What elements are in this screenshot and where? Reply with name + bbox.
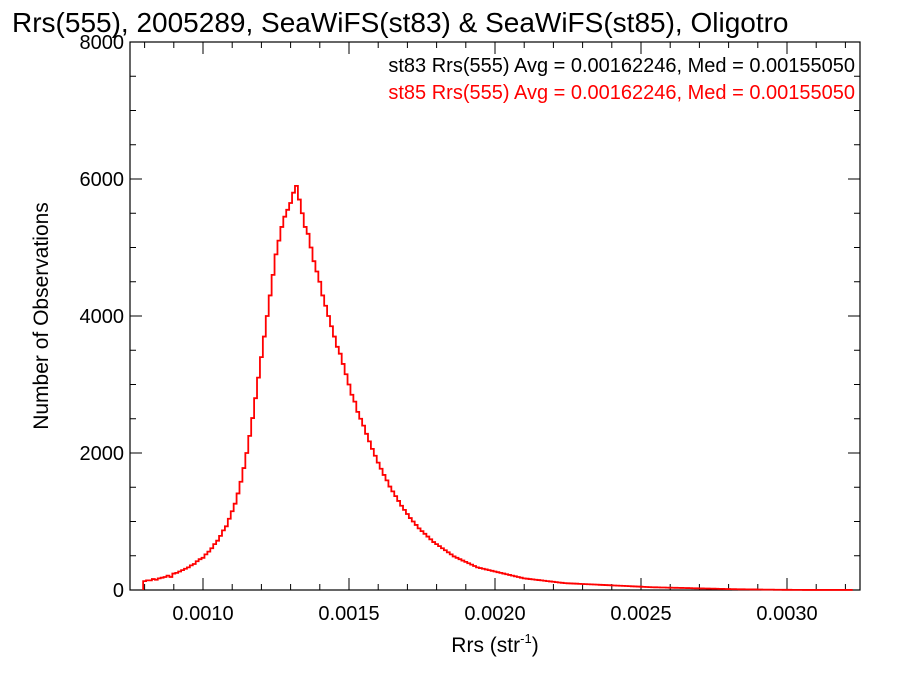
y-tick-label: 0 [113,580,124,602]
x-tick-label: 0.0025 [610,603,671,625]
x-tick-label: 0.0030 [756,603,817,625]
y-axis-label: Number of Observations [30,202,53,430]
x-tick-label: 0.0020 [464,603,525,625]
y-tick-label: 6000 [80,169,125,191]
x-axis-label-superscript: -1 [520,631,532,646]
axis-ticks: 0.0010 0.0015 0.0020 0.0025 0.0030 0 2000 4000 6… [80,32,860,625]
x-axis-label-main: Rrs (str [451,634,520,657]
x-axis-label-close: ) [532,634,539,657]
legend-entry-st83: st83 Rrs(555) Avg = 0.00162246, Med = 0.… [388,55,855,77]
x-tick-label: 0.0015 [318,603,379,625]
plot-frame [129,41,861,591]
x-tick-label: 0.0010 [172,603,233,625]
x-axis-label: Rrs (str-1) [451,631,538,657]
series-st85-line [142,184,853,591]
y-tick-label: 2000 [80,443,125,465]
y-tick-label: 4000 [80,306,125,328]
plot-area: 0.0010 0.0015 0.0020 0.0025 0.0030 0 2000 4000 6… [80,32,861,625]
y-tick-label: 8000 [80,32,125,54]
legend-entry-st85: st85 Rrs(555) Avg = 0.00162246, Med = 0.… [388,82,855,104]
chart-title: Rrs(555), 2005289, SeaWiFS(st83) & SeaWi… [12,7,789,38]
